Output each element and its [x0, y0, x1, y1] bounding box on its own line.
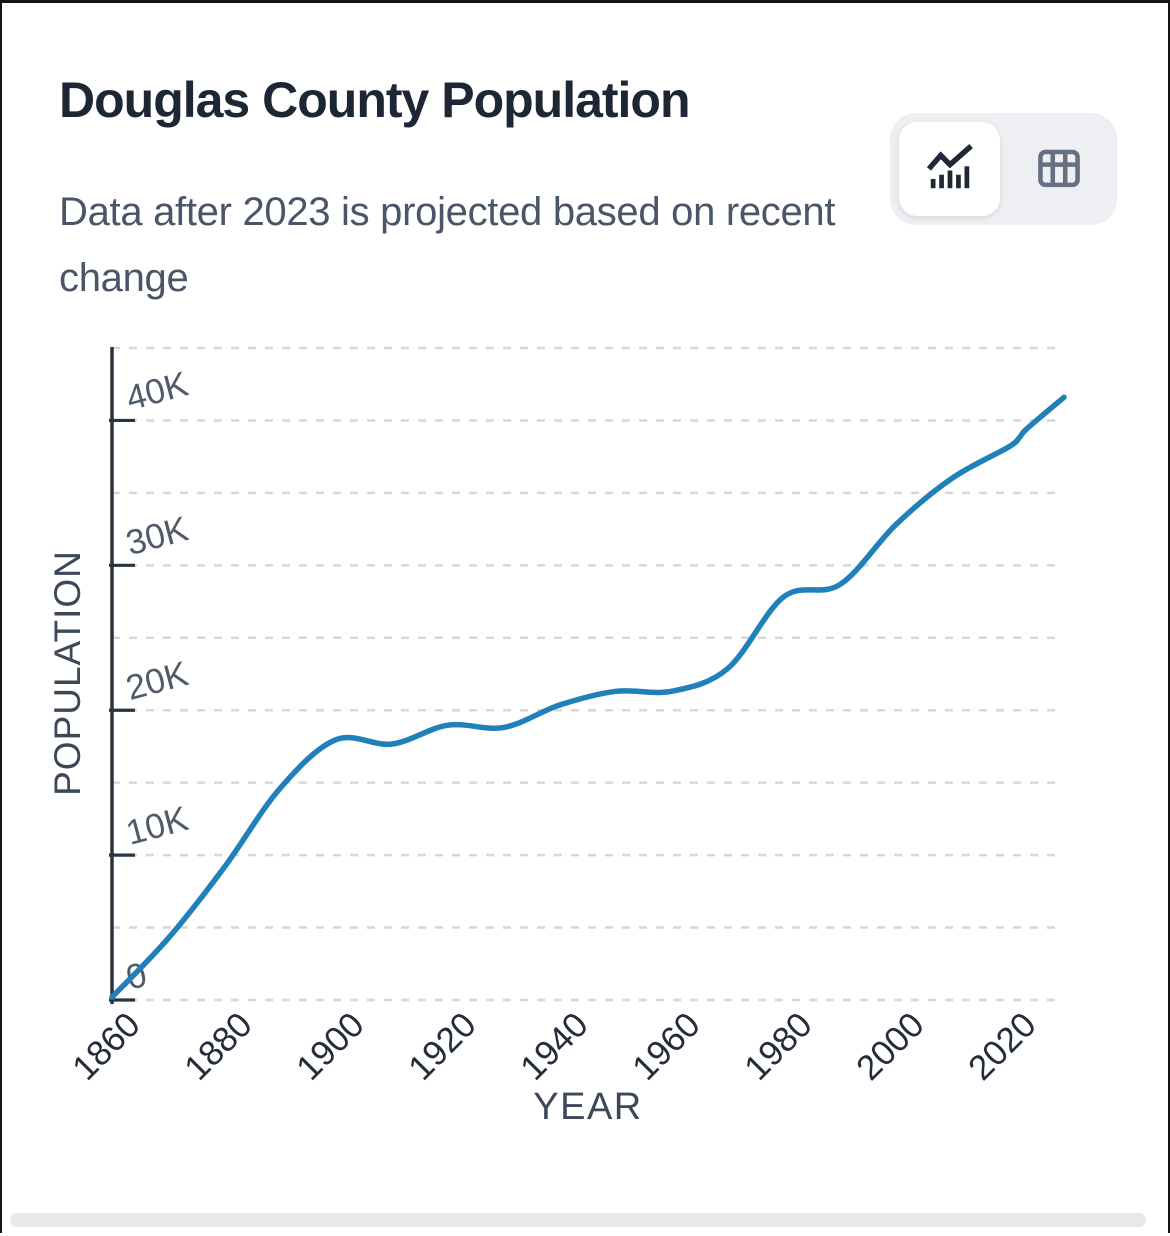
x-tick-label: 1960	[625, 1005, 708, 1088]
x-tick-label: 2020	[961, 1005, 1044, 1088]
x-tick-label: 1940	[513, 1005, 596, 1088]
y-tick-label: 30K	[122, 509, 192, 563]
series	[109, 394, 1067, 1000]
chart-view-button[interactable]	[899, 122, 1000, 216]
page-title: Douglas County Population	[59, 71, 691, 128]
x-tick-label: 2000	[849, 1005, 932, 1088]
gridlines	[112, 346, 1064, 1002]
view-toggle	[890, 113, 1117, 225]
y-tick-label: 40K	[122, 364, 192, 418]
x-tick-label: 1920	[401, 1005, 484, 1088]
y-axis	[109, 347, 135, 1004]
page-subtitle: Data after 2023 is projected based on re…	[59, 190, 836, 300]
trend-chart-icon	[923, 141, 977, 198]
population-line	[109, 394, 1067, 1000]
y-axis-title: POPULATION	[47, 550, 88, 796]
y-tick-label: 10K	[122, 799, 192, 853]
table-view-button[interactable]	[1000, 122, 1117, 216]
x-tick-label: 1980	[737, 1005, 820, 1088]
y-tick-label: 20K	[122, 654, 192, 708]
x-tick-label: 1900	[289, 1005, 372, 1088]
x-tick-label: 1860	[65, 1005, 148, 1088]
x-tick-label: 1880	[177, 1005, 260, 1088]
x-tick-labels: 1860 1880 1900 1920 1940 1960 1980 2000 2020	[65, 1005, 1044, 1088]
horizontal-scrollbar[interactable]	[10, 1213, 1146, 1227]
table-icon	[1032, 141, 1086, 198]
x-axis-title: YEAR	[533, 1086, 642, 1128]
